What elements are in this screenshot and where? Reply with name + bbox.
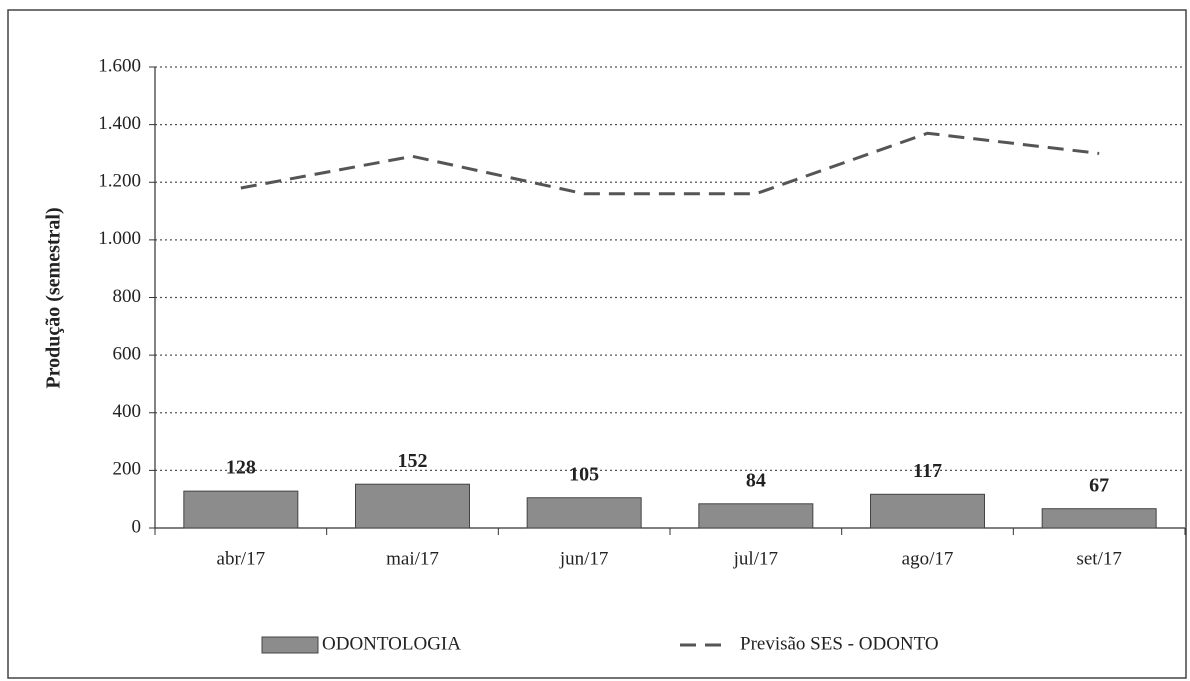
y-tick-label: 800 [113,286,142,307]
y-tick-label: 400 [113,401,142,422]
x-tick-label: ago/17 [902,548,954,569]
x-tick-label: mai/17 [386,548,439,569]
y-tick-label: 1.400 [98,113,141,134]
legend-swatch [261,636,319,654]
data-label: 117 [913,460,942,482]
x-tick-label: jul/17 [733,548,778,569]
line [240,131,1100,196]
bar [526,497,642,529]
bar [870,493,985,529]
x-tick-label: set/17 [1076,548,1121,569]
x-tick-label: abr/17 [217,548,266,569]
y-tick-label: 0 [132,516,142,537]
x-tick-label: jun/17 [559,548,609,569]
chart-frame [7,9,1187,679]
bar [355,483,470,529]
y-axis-label: Produção (semestral) [43,207,65,388]
data-label: 152 [398,450,428,472]
legend-label: Previsão SES - ODONTO [740,633,939,654]
bar [1041,508,1157,529]
bar [698,503,814,529]
data-label: 128 [226,457,256,479]
y-tick-label: 1.600 [98,55,141,76]
data-label: 67 [1089,474,1109,496]
legend-label: ODONTOLOGIA [322,633,461,654]
y-tick-label: 200 [113,459,142,480]
data-label: 105 [569,463,599,485]
y-tick-label: 600 [113,343,142,364]
data-label: 84 [746,469,766,491]
bar [183,490,299,529]
y-tick-label: 1.000 [98,228,141,249]
y-tick-label: 1.200 [98,171,141,192]
